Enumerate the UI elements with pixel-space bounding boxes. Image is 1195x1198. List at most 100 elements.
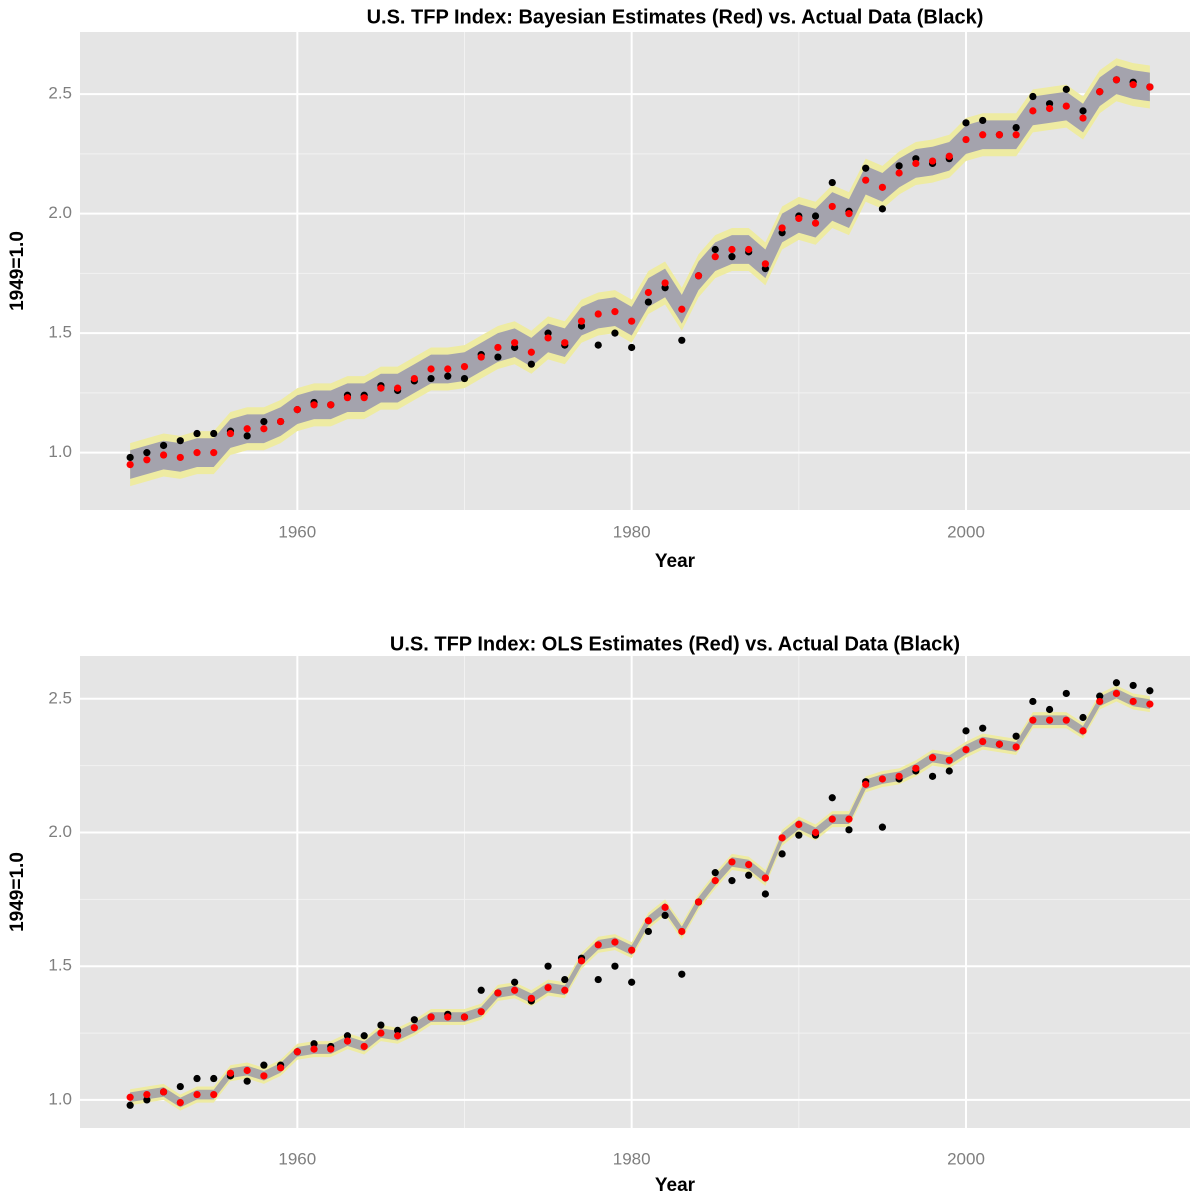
point xyxy=(962,119,970,127)
point xyxy=(527,360,535,368)
point xyxy=(143,456,151,464)
point xyxy=(661,279,669,287)
point xyxy=(611,962,619,970)
point xyxy=(1079,114,1087,122)
point xyxy=(143,1096,151,1104)
point xyxy=(895,772,903,780)
point xyxy=(293,1048,301,1056)
point xyxy=(460,363,469,371)
point xyxy=(928,772,937,780)
point xyxy=(661,911,669,919)
point xyxy=(544,984,552,992)
point xyxy=(243,1077,251,1085)
point xyxy=(745,245,753,254)
y-tick-label: 2.5 xyxy=(48,688,72,707)
point xyxy=(979,724,987,732)
point xyxy=(945,767,953,775)
point xyxy=(661,903,669,911)
point xyxy=(594,941,602,949)
point xyxy=(327,401,335,409)
point xyxy=(694,272,703,280)
point xyxy=(176,1098,184,1107)
point xyxy=(628,978,636,986)
y-tick-label: 1.5 xyxy=(48,323,72,342)
point xyxy=(1012,124,1020,132)
y-tick-label: 1.5 xyxy=(48,956,72,975)
point xyxy=(1096,697,1104,706)
point xyxy=(778,850,786,858)
point xyxy=(360,1032,368,1040)
point xyxy=(159,451,168,459)
point xyxy=(979,131,987,139)
point xyxy=(561,975,569,984)
point xyxy=(828,794,836,802)
point xyxy=(1112,76,1121,84)
point xyxy=(795,831,803,839)
point xyxy=(1045,705,1054,714)
point xyxy=(761,890,769,898)
point xyxy=(427,374,435,383)
point xyxy=(928,754,937,762)
plot-background xyxy=(80,656,1190,1128)
point xyxy=(878,183,887,191)
point xyxy=(126,460,134,469)
point xyxy=(260,425,268,433)
y-axis-label: 1949=1.0 xyxy=(7,852,28,932)
point xyxy=(1029,92,1037,101)
point xyxy=(878,205,887,213)
chart-title: U.S. TFP Index: Bayesian Estimates (Red)… xyxy=(367,6,984,28)
point xyxy=(159,1088,168,1096)
y-tick-label: 1.0 xyxy=(48,442,72,461)
point xyxy=(862,176,870,184)
point xyxy=(193,429,201,438)
point xyxy=(711,869,719,877)
point xyxy=(678,927,686,936)
point xyxy=(260,417,268,426)
point xyxy=(260,1072,268,1080)
point xyxy=(628,343,636,352)
point xyxy=(811,828,820,837)
point xyxy=(728,245,736,254)
point xyxy=(745,871,753,879)
point xyxy=(1112,679,1121,687)
point xyxy=(1029,697,1037,706)
point xyxy=(644,298,652,306)
point xyxy=(1112,689,1121,698)
point xyxy=(1129,80,1137,89)
point xyxy=(878,823,887,831)
point xyxy=(761,874,769,882)
point xyxy=(327,1045,335,1053)
point xyxy=(945,756,953,764)
point xyxy=(811,212,820,220)
point xyxy=(1096,88,1104,96)
point xyxy=(494,343,502,352)
point xyxy=(444,372,452,380)
x-axis-label: Year xyxy=(655,1175,696,1196)
point xyxy=(477,353,485,361)
point xyxy=(511,339,519,347)
point xyxy=(243,1066,251,1075)
point xyxy=(126,1101,134,1109)
point xyxy=(193,449,201,457)
point xyxy=(511,986,519,994)
point xyxy=(594,341,602,349)
point xyxy=(912,159,920,168)
point xyxy=(394,1032,402,1040)
point xyxy=(143,449,151,457)
point xyxy=(126,1093,134,1101)
point xyxy=(427,1013,435,1021)
point xyxy=(1029,716,1037,724)
point xyxy=(778,224,786,232)
point xyxy=(193,1074,201,1083)
point xyxy=(995,131,1004,139)
x-axis-label: Year xyxy=(655,551,696,572)
point xyxy=(577,317,586,325)
point xyxy=(845,210,853,218)
point xyxy=(494,353,502,361)
point xyxy=(644,288,652,297)
y-tick-label: 1.0 xyxy=(48,1089,72,1108)
point xyxy=(1129,697,1137,706)
point xyxy=(1079,107,1087,115)
point xyxy=(343,394,352,402)
point xyxy=(711,877,719,885)
